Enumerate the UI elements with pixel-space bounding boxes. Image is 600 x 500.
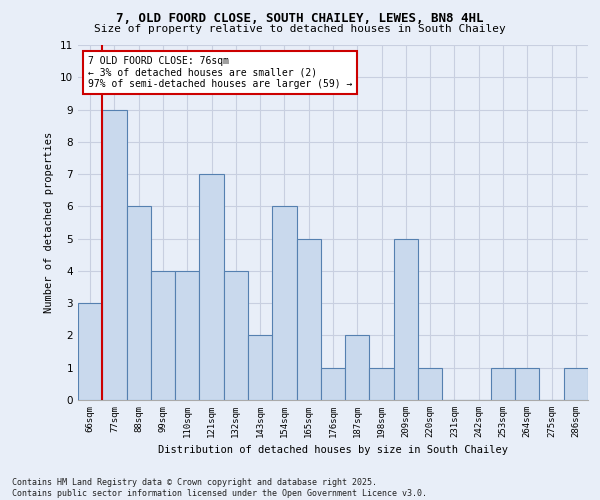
Bar <box>175 271 199 400</box>
Bar <box>418 368 442 400</box>
Bar <box>564 368 588 400</box>
Bar <box>491 368 515 400</box>
Bar <box>515 368 539 400</box>
Bar <box>151 271 175 400</box>
Bar <box>127 206 151 400</box>
Bar <box>248 336 272 400</box>
Bar <box>78 303 102 400</box>
Text: Size of property relative to detached houses in South Chailey: Size of property relative to detached ho… <box>94 24 506 34</box>
Bar <box>394 238 418 400</box>
Y-axis label: Number of detached properties: Number of detached properties <box>44 132 55 313</box>
Bar <box>224 271 248 400</box>
Bar <box>296 238 321 400</box>
Bar <box>370 368 394 400</box>
Text: Contains HM Land Registry data © Crown copyright and database right 2025.
Contai: Contains HM Land Registry data © Crown c… <box>12 478 427 498</box>
Bar <box>321 368 345 400</box>
Bar <box>199 174 224 400</box>
Bar <box>272 206 296 400</box>
Bar <box>345 336 370 400</box>
X-axis label: Distribution of detached houses by size in South Chailey: Distribution of detached houses by size … <box>158 446 508 456</box>
Text: 7 OLD FOORD CLOSE: 76sqm
← 3% of detached houses are smaller (2)
97% of semi-det: 7 OLD FOORD CLOSE: 76sqm ← 3% of detache… <box>88 56 353 89</box>
Text: 7, OLD FOORD CLOSE, SOUTH CHAILEY, LEWES, BN8 4HL: 7, OLD FOORD CLOSE, SOUTH CHAILEY, LEWES… <box>116 12 484 26</box>
Bar <box>102 110 127 400</box>
